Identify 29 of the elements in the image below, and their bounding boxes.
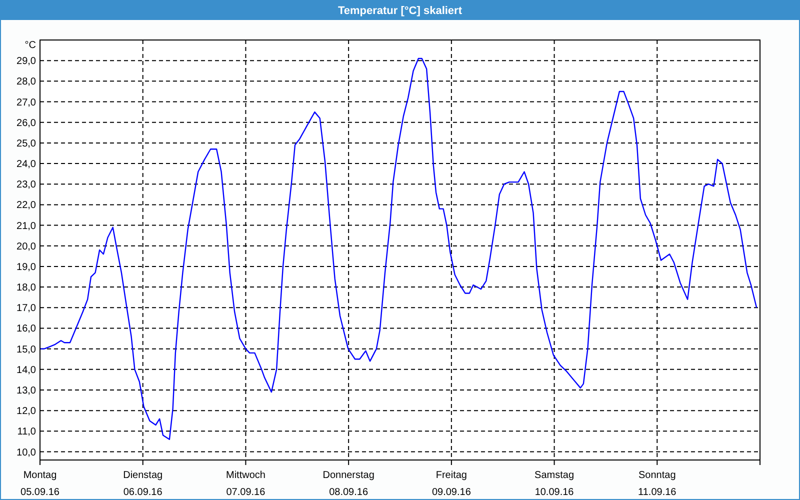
y-tick-label: 20,0	[16, 241, 36, 252]
y-tick-label: 13,0	[16, 386, 36, 396]
y-tick-label: 10,0	[16, 447, 36, 458]
y-tick-label: 27,0	[16, 97, 36, 108]
y-tick-label: 28,0	[16, 76, 36, 88]
x-tick-label: Freitag 09.09.16	[432, 470, 472, 498]
x-tick-label: Montag 05.09.16	[20, 470, 60, 498]
chart-title: Temperatur [°C] skaliert	[338, 5, 462, 17]
x-tick-label: Mittwoch 07.09.16	[226, 470, 266, 498]
x-tick-label: Dienstag 06.09.16	[123, 470, 163, 498]
x-tick-label: Samstag 10.09.16	[534, 470, 574, 498]
y-tick-label: 19,0	[16, 262, 36, 273]
y-tick-label: 11,0	[17, 426, 36, 438]
y-tick-label: 12,0	[16, 406, 36, 418]
y-tick-label: 29,0	[16, 56, 36, 68]
y-tick-label: 16,0	[16, 324, 36, 335]
x-tick-label: Sonntag 11.09.16	[638, 470, 677, 498]
y-tick-label: 14,0	[16, 364, 36, 376]
y-tick-label: 26,0	[16, 118, 36, 129]
y-axis-title: °C	[24, 40, 36, 51]
x-tick-label: Donnerstag 08.09.16	[322, 470, 374, 498]
y-tick-label: 24,0	[16, 159, 36, 170]
y-tick-label: 22,0	[16, 200, 36, 212]
y-tick-label: 15,0	[16, 344, 36, 356]
y-tick-label: 18,0	[16, 282, 36, 294]
y-tick-label: 17,0	[16, 303, 36, 314]
y-tick-label: 25,0	[16, 138, 36, 150]
y-tick-label: 21,0	[16, 220, 36, 232]
y-tick-label: 23,0	[16, 180, 36, 191]
